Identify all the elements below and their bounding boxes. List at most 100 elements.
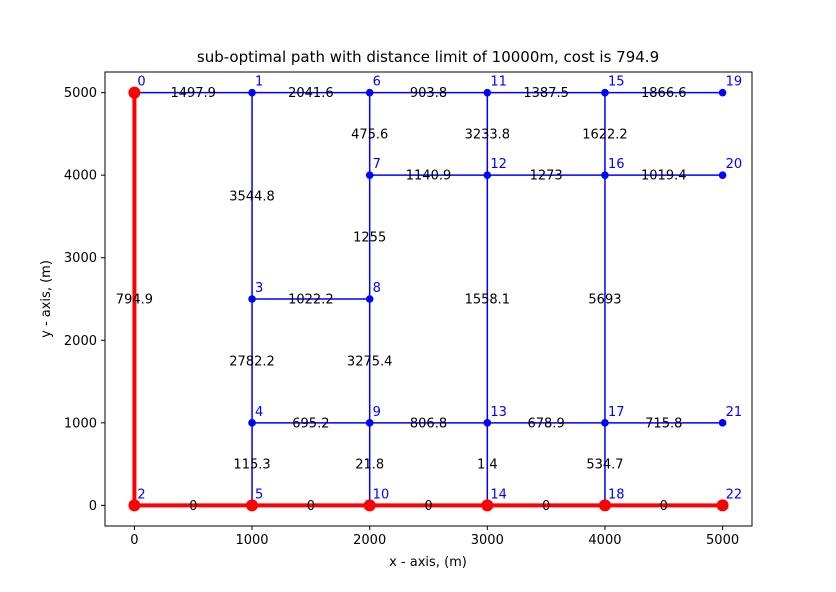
y-tick-label: 5000 [64, 86, 97, 101]
x-tick-label: 3000 [471, 533, 504, 548]
node-id-label: 5 [255, 487, 263, 502]
node-8 [365, 295, 374, 303]
edge-cost-label: 1019.4 [641, 169, 687, 184]
node-id-label: 18 [608, 487, 625, 502]
node-1 [248, 88, 256, 97]
node-id-label: 8 [373, 281, 381, 296]
node-id-label: 6 [373, 75, 381, 90]
edge-cost-label: 0 [189, 499, 197, 514]
node-12 [483, 171, 492, 179]
edge-cost-label: 1387.5 [523, 86, 569, 101]
node-21 [718, 419, 727, 427]
node-13 [483, 419, 492, 427]
path-node-10 [363, 499, 376, 512]
edge-cost-label: 1273 [530, 169, 563, 184]
node-id-label: 13 [490, 405, 507, 420]
edge-cost-label: 715.8 [645, 416, 682, 431]
node-20 [718, 171, 727, 179]
edge-cost-label: 0 [542, 499, 550, 514]
node-6 [365, 88, 374, 97]
edge-cost-label: 0 [307, 499, 315, 514]
edge-cost-label: 2041.6 [288, 86, 334, 101]
node-id-label: 9 [373, 405, 381, 420]
edge-cost-label: 2782.2 [229, 354, 275, 369]
edge-cost-label: 0 [660, 499, 668, 514]
node-9 [365, 419, 374, 427]
node-4 [248, 419, 256, 427]
node-17 [601, 419, 609, 427]
node-id-label: 14 [490, 487, 507, 502]
node-3 [248, 295, 256, 303]
edge-cost-label: 1558.1 [465, 293, 511, 308]
edge-cost-label: 678.9 [528, 416, 565, 431]
edge-cost-label: 3544.8 [229, 189, 275, 204]
edge-cost-label: 115.3 [233, 458, 270, 473]
edge-cost-label: 1255 [353, 231, 386, 246]
edge-cost-label: 1497.9 [170, 86, 216, 101]
edge-cost-label: 0 [424, 499, 432, 514]
x-tick-label: 0 [130, 533, 138, 548]
edge-cost-label: 695.2 [292, 416, 329, 431]
edge-cost-label: 903.8 [410, 86, 447, 101]
network-nodes [128, 86, 729, 512]
x-axis-label: x - axis, (m) [389, 555, 467, 570]
node-id-label: 10 [373, 487, 390, 502]
chart-title: sub-optimal path with distance limit of … [197, 48, 659, 66]
node-11 [483, 88, 492, 97]
x-tick-label: 2000 [353, 533, 386, 548]
plot-frame [104, 71, 753, 527]
node-id-label: 17 [608, 405, 625, 420]
y-axis-label: y - axis, (m) [39, 260, 54, 338]
edge-cost-label: 794.9 [116, 293, 153, 308]
node-7 [365, 171, 374, 179]
node-16 [601, 171, 609, 179]
node-id-label: 4 [255, 405, 263, 420]
y-tick-label: 1000 [64, 416, 97, 431]
y-tick-label: 3000 [64, 251, 97, 266]
node-id-label: 3 [255, 281, 263, 296]
edge-cost-label: 21.8 [355, 458, 384, 473]
y-tick-label: 0 [89, 499, 97, 514]
node-id-label: 11 [490, 75, 507, 90]
node-id-label: 12 [490, 157, 507, 172]
x-tick-label: 5000 [706, 533, 739, 548]
node-id-label: 2 [137, 487, 145, 502]
node-id-label: 20 [726, 157, 743, 172]
path-node-18 [598, 499, 611, 512]
edge-cost-label: 1866.6 [641, 86, 687, 101]
edge-cost-label: 1022.2 [288, 293, 334, 308]
node-19 [718, 88, 727, 97]
edge-cost-label: 3233.8 [465, 127, 511, 142]
node-id-label: 16 [608, 157, 625, 172]
node-id-label: 7 [373, 157, 381, 172]
node-id-label: 0 [137, 75, 145, 90]
edge-cost-label: 1.4 [477, 458, 498, 473]
path-node-5 [246, 499, 259, 512]
node-id-label: 15 [608, 75, 625, 90]
node-id-label: 1 [255, 75, 263, 90]
y-tick-label: 2000 [64, 334, 97, 349]
edge-cost-label: 806.8 [410, 416, 447, 431]
axis-ticks: 0 1000 2000 3000 4000 50000100020003000400050… [64, 86, 739, 548]
node-id-label: 21 [726, 405, 743, 420]
edge-cost-label: 1622.2 [582, 127, 628, 142]
node-id-label: 19 [726, 75, 743, 90]
edge-cost-label: 475.6 [351, 127, 388, 142]
path-node-2 [128, 499, 141, 512]
path-node-0 [128, 86, 141, 99]
path-node-22 [716, 499, 729, 512]
node-id-label: 22 [726, 487, 743, 502]
x-tick-label: 1000 [235, 533, 268, 548]
y-tick-label: 4000 [64, 169, 97, 184]
edge-cost-label: 534.7 [586, 458, 623, 473]
edge-cost-label: 1140.9 [406, 169, 452, 184]
edge-cost-label: 3275.4 [347, 354, 393, 369]
node-15 [601, 88, 609, 97]
edge-cost-label: 5693 [588, 293, 621, 308]
path-node-14 [481, 499, 494, 512]
x-tick-label: 4000 [588, 533, 621, 548]
